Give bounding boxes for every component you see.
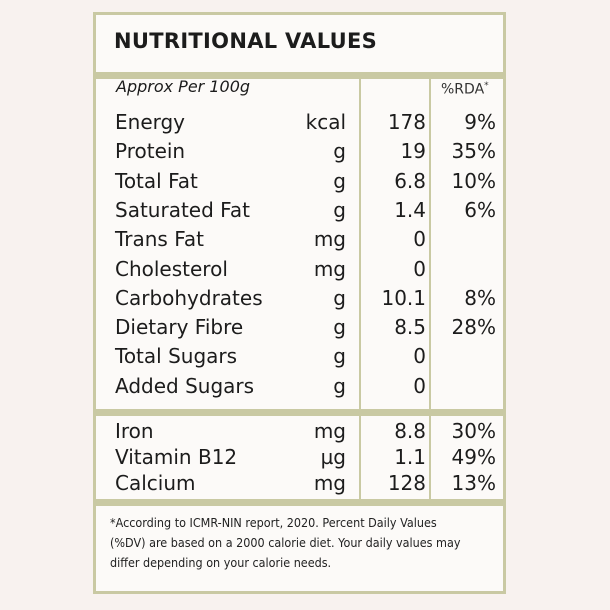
nutrient-name: Total Sugars (115, 344, 238, 369)
label-title: NUTRITIONAL VALUES (114, 29, 378, 53)
footnote: *According to ICMR-NIN report, 2020. Per… (110, 513, 464, 573)
column-divider-2 (429, 79, 431, 409)
nutrient-unit: g (333, 285, 346, 310)
nutrient-row: Carbohydrates g 10.1 8% (96, 286, 503, 315)
nutrient-unit: kcal (305, 110, 346, 134)
nutrient-value: 178 (387, 110, 426, 134)
column-divider-4 (429, 416, 431, 499)
section-divider (96, 409, 503, 416)
nutrient-unit: g (333, 373, 346, 398)
nutrient-rda: 9% (464, 110, 496, 134)
footnote-line: differ depending on your calorie needs. (110, 556, 332, 570)
nutrient-unit: g (333, 168, 346, 193)
column-divider-1 (359, 79, 361, 409)
nutrient-row: Trans Fat mg 0 (96, 227, 503, 256)
nutrient-value: 0 (413, 227, 426, 252)
nutrient-rda: 13% (451, 471, 496, 495)
nutrient-name: Saturated Fat (115, 197, 250, 222)
footnote-line: *According to ICMR-NIN report, 2020. Per… (110, 516, 437, 530)
nutrient-name: Trans Fat (115, 227, 204, 252)
nutrient-row: Vitamin B12 µg 1.1 49% (96, 445, 503, 474)
nutrient-value: 19 (400, 139, 426, 164)
title-divider (96, 72, 503, 79)
nutrient-row: Total Sugars g 0 (96, 344, 503, 373)
nutrient-rda: 6% (464, 197, 496, 222)
nutrient-unit: µg (320, 445, 346, 469)
footnote-divider (96, 499, 503, 506)
nutrient-name: Iron (115, 419, 154, 443)
nutrient-rda: 8% (464, 285, 496, 310)
nutrient-name: Dietary Fibre (115, 315, 244, 340)
nutrient-name: Vitamin B12 (115, 445, 238, 469)
nutrient-value: 1.1 (394, 445, 426, 469)
nutrient-value: 1.4 (394, 197, 426, 222)
nutrient-unit: g (333, 315, 346, 340)
nutrient-value: 128 (387, 471, 426, 495)
nutrient-row: Saturated Fat g 1.4 6% (96, 198, 503, 227)
nutrient-name: Added Sugars (115, 373, 255, 398)
nutrient-unit: mg (313, 471, 346, 495)
nutrient-unit: g (333, 139, 346, 164)
footnote-line: (%DV) are based on a 2000 calorie diet. … (110, 536, 461, 550)
nutrient-rda: 30% (451, 419, 496, 443)
nutrient-value: 0 (413, 373, 426, 398)
nutrient-unit: g (333, 197, 346, 222)
nutrient-row: Dietary Fibre g 8.5 28% (96, 315, 503, 344)
nutrient-name: Calcium (115, 471, 196, 495)
nutrient-value: 8.8 (394, 419, 426, 443)
nutrient-unit: mg (313, 419, 346, 443)
nutrient-value: 0 (413, 256, 426, 281)
nutrient-row: Iron mg 8.8 30% (96, 419, 503, 448)
rda-header: %RDA* (441, 81, 489, 98)
nutrient-rda: 10% (451, 168, 496, 193)
nutrient-value: 8.5 (394, 315, 426, 340)
nutrient-value: 10.1 (381, 285, 426, 310)
column-divider-3 (359, 416, 361, 499)
nutrient-rda: 49% (451, 445, 496, 469)
nutrient-name: Protein (115, 139, 186, 164)
nutrient-rda: 28% (451, 315, 496, 340)
nutrient-name: Energy (115, 110, 186, 134)
nutrient-row: Cholesterol mg 0 (96, 257, 503, 286)
nutrient-row: Protein g 19 35% (96, 139, 503, 168)
nutrient-row: Energy kcal 178 9% (96, 110, 503, 139)
nutrient-name: Carbohydrates (115, 285, 263, 310)
nutrient-unit: mg (313, 227, 346, 252)
nutrient-row: Total Fat g 6.8 10% (96, 169, 503, 198)
nutrient-row: Calcium mg 128 13% (96, 471, 503, 500)
nutrient-unit: g (333, 344, 346, 369)
nutrient-unit: mg (313, 256, 346, 281)
nutrient-value: 0 (413, 344, 426, 369)
nutrient-name: Cholesterol (115, 256, 228, 281)
nutrient-rda: 35% (451, 139, 496, 164)
nutrient-value: 6.8 (394, 168, 426, 193)
nutrient-row: Added Sugars g 0 (96, 374, 503, 403)
nutrition-label: NUTRITIONAL VALUES Approx Per 100g %RDA*… (93, 12, 506, 594)
serving-label: Approx Per 100g (116, 77, 251, 96)
nutrient-name: Total Fat (115, 168, 198, 193)
